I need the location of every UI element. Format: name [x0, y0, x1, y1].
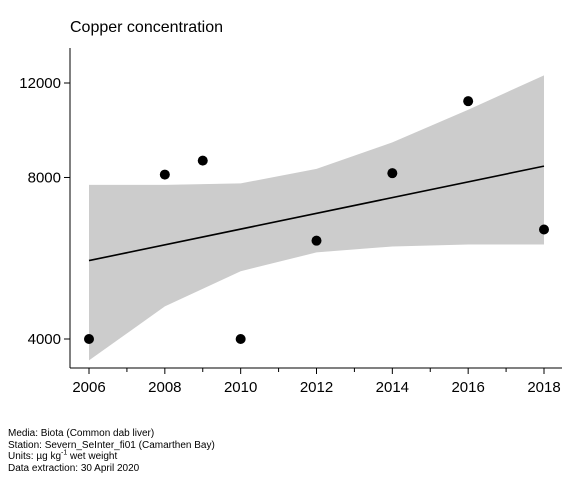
footer-info: Media: Biota (Common dab liver) Station:… [8, 428, 215, 474]
data-point [84, 334, 94, 344]
extraction-note: Data extraction: 30 April 2020 [8, 462, 140, 474]
units-suffix: wet weight [67, 451, 118, 463]
data-points [84, 96, 549, 344]
units-prefix: Units: µg kg [8, 451, 62, 463]
x-tick-label: 2010 [224, 379, 257, 396]
data-point [463, 96, 474, 107]
confidence-band [89, 75, 544, 361]
data-point [197, 155, 208, 166]
units-note: Units: µg kg-1 wet weight [8, 449, 215, 463]
x-tick-label: 2008 [148, 379, 181, 396]
x-tick-label: 2018 [527, 379, 560, 396]
chart-title: Copper concentration [70, 19, 223, 36]
y-tick-label: 12000 [19, 75, 61, 92]
x-tick-label: 2012 [300, 379, 333, 396]
x-tick-label: 2006 [72, 379, 105, 396]
data-point [539, 224, 549, 235]
x-ticks: 2006 2008 2010 2012 2014 2016 2018 [72, 368, 561, 396]
trend-line [88, 165, 545, 262]
media-note: Media: Biota (Common dab liver) [8, 428, 155, 439]
y-tick-label: 8000 [28, 169, 61, 186]
x-tick-label: 2014 [376, 379, 409, 396]
x-tick-label: 2016 [451, 379, 484, 396]
units-exponent: -1 [61, 449, 68, 457]
y-ticks: 4000 8000 12000 [19, 75, 70, 348]
y-tick-label: 4000 [28, 331, 61, 348]
station-note: Station: Severn_SeInter_fi01 (Camarthen … [8, 439, 215, 451]
data-point [387, 168, 398, 179]
data-point [159, 169, 170, 180]
data-point [235, 334, 246, 344]
data-point [311, 235, 322, 246]
